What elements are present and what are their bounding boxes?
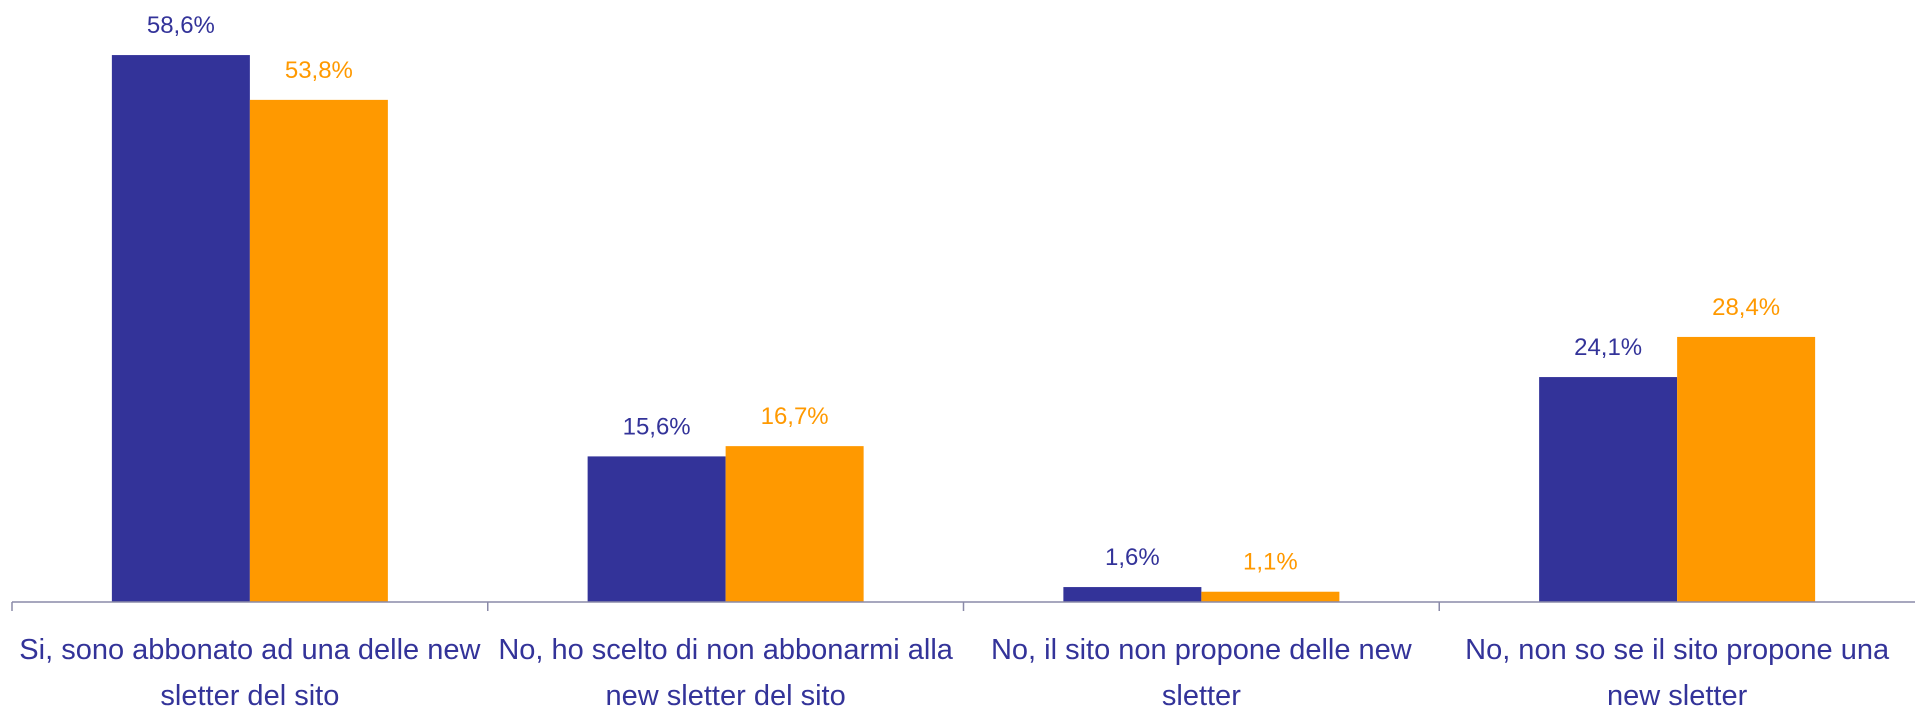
bar (1201, 591, 1340, 602)
bar (111, 55, 250, 603)
bar (1063, 587, 1202, 602)
x-tick-label: No, non so se il sito propone una new sl… (1465, 634, 1890, 712)
value-label: 24,1% (1574, 334, 1642, 361)
value-label: 53,8% (285, 57, 353, 84)
x-tick-label: Si, sono abbonato ad una delle new slett… (19, 634, 481, 712)
value-label: 58,6% (147, 12, 215, 39)
bar (1677, 336, 1816, 602)
x-tick-label: No, il sito non propone delle new slette… (990, 634, 1412, 712)
x-tick-label: No, ho scelto di non abbonarmi alla new … (498, 634, 953, 712)
value-label: 28,4% (1712, 294, 1780, 321)
bar (587, 456, 726, 602)
bar (1539, 377, 1678, 602)
value-label: 16,7% (761, 403, 829, 430)
value-label: 15,6% (623, 413, 691, 440)
value-label: 1,1% (1243, 549, 1298, 576)
bar (249, 99, 388, 602)
bar (725, 446, 864, 602)
value-label: 1,6% (1105, 544, 1160, 571)
